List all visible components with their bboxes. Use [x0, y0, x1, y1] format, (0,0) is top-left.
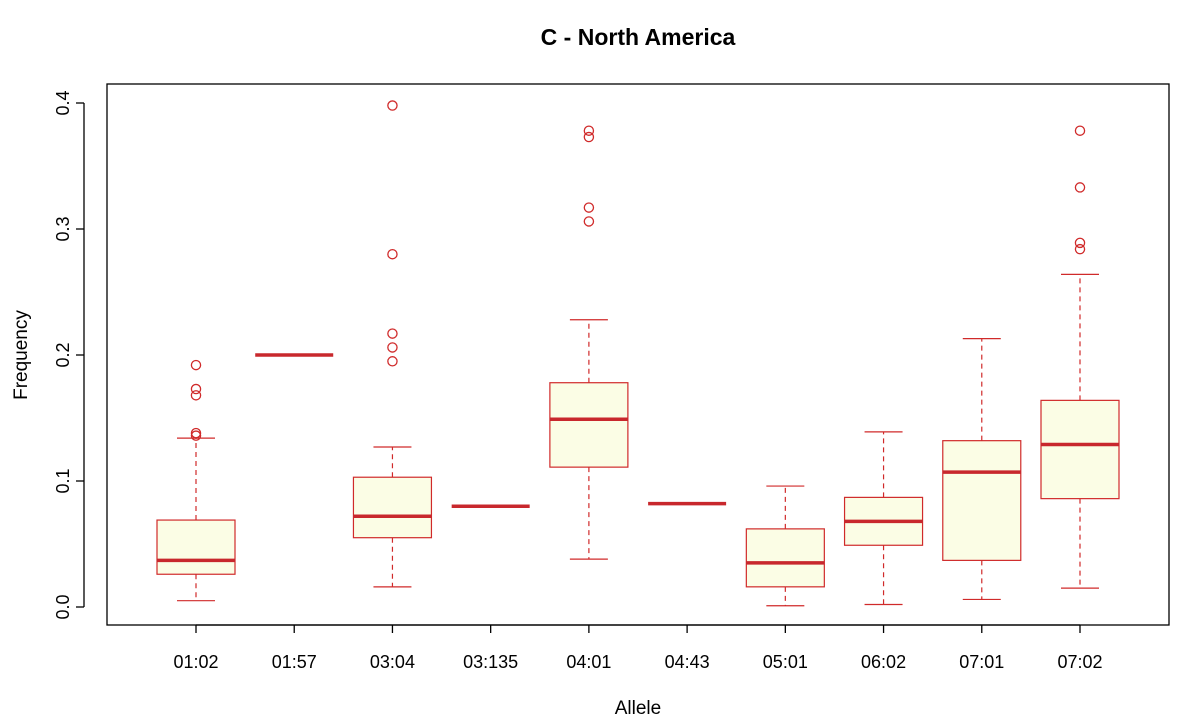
outlier-point-2	[1074, 237, 1086, 249]
x-axis: 01:02 01:57 03:04 03:135 04:01 04:43 05:01 06:0…	[173, 624, 1103, 672]
box-04-01	[549, 125, 629, 560]
outlier-point-0	[387, 100, 398, 111]
y-tick-label-3: 0.3	[53, 216, 73, 241]
box-rect	[1040, 399, 1120, 500]
y-tick-label-0: 0.0	[53, 594, 73, 619]
box-05-01	[745, 485, 825, 607]
outlier-point-0	[190, 359, 202, 371]
x-tick-label-1: 01:57	[272, 652, 317, 672]
outlier-point-3	[1074, 243, 1086, 255]
x-tick-label-9: 07:02	[1057, 652, 1102, 672]
chart-title: C - North America	[541, 24, 736, 50]
outlier-point-0	[583, 125, 595, 136]
outlier-point-2	[190, 390, 202, 401]
box-rect	[745, 528, 825, 588]
y-tick-label-1: 0.1	[53, 468, 73, 493]
x-tick-label-7: 06:02	[861, 652, 906, 672]
outlier-point-0	[1074, 125, 1086, 136]
x-tick-label-4: 04:01	[566, 652, 611, 672]
outlier-point-1	[387, 248, 398, 260]
x-tick-label-2: 03:04	[370, 652, 415, 672]
outlier-point-1	[190, 383, 202, 395]
box-01-02	[156, 359, 236, 602]
x-tick-label-8: 07:01	[959, 652, 1004, 672]
x-tick-label-0: 01:02	[173, 652, 218, 672]
x-tick-label-5: 04:43	[665, 652, 710, 672]
outlier-point-3	[583, 216, 595, 227]
outlier-point-2	[583, 202, 595, 213]
outlier-point-4	[387, 356, 398, 367]
y-tick-label-2: 0.2	[53, 342, 73, 367]
y-axis: 0.0 0.1 0.2 0.3 0.4	[53, 90, 85, 620]
box-06-02	[843, 431, 924, 606]
outlier-point-2	[387, 328, 398, 339]
box-03-04	[352, 100, 433, 588]
y-axis-label: Frequency	[11, 310, 32, 400]
box-rect	[156, 519, 236, 575]
boxes	[156, 100, 1120, 607]
outlier-point-4	[190, 430, 202, 441]
x-axis-label: Allele	[615, 698, 661, 719]
box-rect	[942, 440, 1022, 561]
y-tick-label-4: 0.4	[53, 90, 73, 115]
box-rect	[352, 476, 433, 539]
outlier-point-1	[583, 131, 595, 143]
box-rect	[549, 382, 629, 468]
box-07-01	[942, 338, 1022, 601]
outlier-point-3	[387, 342, 398, 353]
x-tick-label-6: 05:01	[763, 652, 808, 672]
outlier-point-1	[1074, 182, 1086, 193]
box-07-02	[1040, 125, 1120, 589]
x-tick-label-3: 03:135	[463, 652, 518, 672]
